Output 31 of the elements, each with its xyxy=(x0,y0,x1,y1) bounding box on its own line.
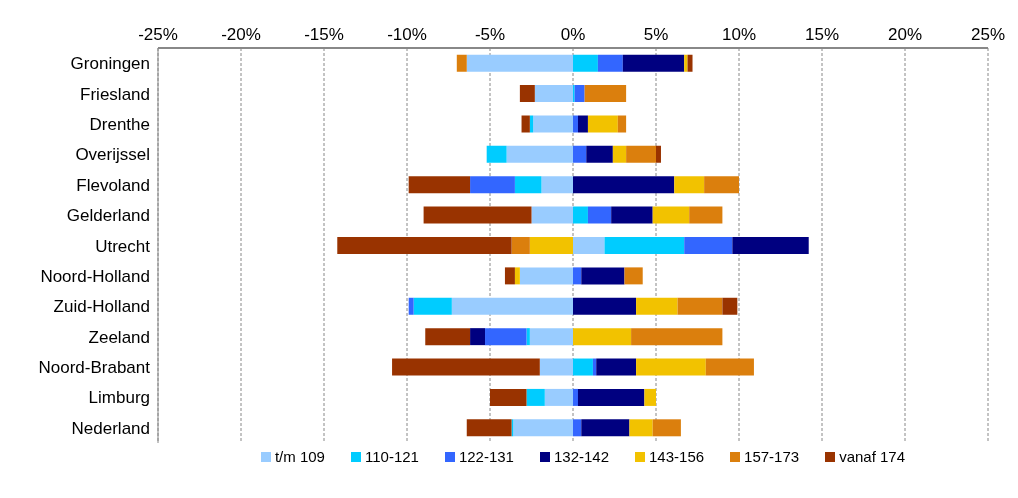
legend-label: 143-156 xyxy=(649,448,705,465)
y-tick-label: Zeeland xyxy=(88,327,150,347)
x-tick-label: 0% xyxy=(560,25,586,44)
legend-label: t/m 109 xyxy=(274,448,325,465)
y-tick-label: Friesland xyxy=(80,84,150,104)
legend-label: 157-173 xyxy=(744,448,800,465)
x-tick-label: -10% xyxy=(387,25,427,44)
y-tick-label: Nederland xyxy=(71,418,150,438)
y-tick-label: Limburg xyxy=(88,388,150,408)
legend-label: vanaf 174 xyxy=(839,448,906,465)
x-tick-label: 25% xyxy=(970,25,1006,44)
x-tick-label: -5% xyxy=(474,25,506,44)
legend-label: 110-121 xyxy=(364,448,419,465)
y-tick-label: Gelderland xyxy=(66,206,150,226)
x-tick-label: 5% xyxy=(643,25,669,44)
legend-label: 132-142 xyxy=(553,448,610,465)
x-tick-label: -15% xyxy=(304,25,344,44)
y-tick-label: Flevoland xyxy=(76,175,150,195)
y-tick-label: Drenthe xyxy=(89,115,150,134)
y-tick-label: Noord-Brabant xyxy=(38,358,151,378)
x-tick-label: 10% xyxy=(721,25,757,44)
y-tick-label: Utrecht xyxy=(95,236,151,256)
x-tick-label: -20% xyxy=(221,25,261,44)
y-tick-label: Groningen xyxy=(70,54,150,74)
y-tick-label: Zuid-Holland xyxy=(53,297,150,317)
x-tick-label: 15% xyxy=(804,25,840,44)
legend-label: 122-131 xyxy=(458,448,514,465)
x-tick-label: 20% xyxy=(887,25,923,44)
y-tick-label: Noord-Holland xyxy=(40,266,150,286)
y-tick-label: Overijssel xyxy=(75,145,150,165)
x-tick-label: -25% xyxy=(138,25,178,44)
